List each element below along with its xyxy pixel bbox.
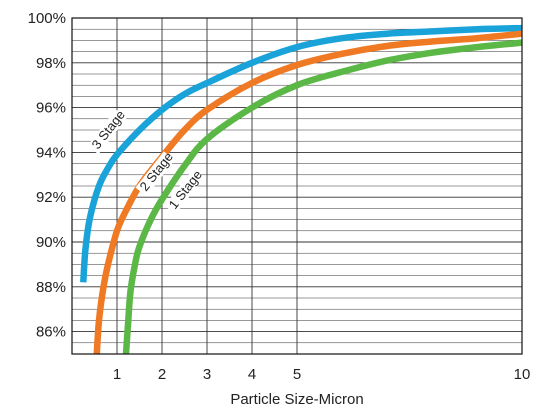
x-tick-label: 1	[113, 366, 121, 383]
series-line-3-stage	[80, 24, 523, 283]
y-tick-label: 86%	[36, 324, 66, 341]
x-tick-label: 4	[248, 366, 256, 383]
y-tick-label: 100%	[28, 10, 66, 27]
curve-label-bg-3-stage	[87, 109, 127, 155]
grid	[72, 18, 523, 354]
y-tick-label: 90%	[36, 234, 66, 251]
plot-frame	[71, 17, 523, 355]
series-line-1-stage	[122, 39, 523, 355]
curve-label-bg-1-stage	[164, 169, 204, 215]
x-axis-title: Particle Size-Micron	[230, 391, 363, 408]
x-tick-label: 10	[514, 366, 531, 383]
x-tick-label: 2	[158, 366, 166, 383]
x-tick-label: 3	[203, 366, 211, 383]
curve-label-bg-2-stage	[135, 151, 175, 197]
series-line-2-stage	[93, 30, 523, 355]
y-tick-label: 94%	[36, 144, 66, 161]
y-tick-labels: 86% 88% 90% 92% 94% 96% 98% 100%	[28, 10, 66, 341]
y-tick-label: 96%	[36, 100, 66, 117]
x-tick-label: 5	[293, 366, 301, 383]
y-tick-label: 92%	[36, 189, 66, 206]
y-tick-label: 88%	[36, 279, 66, 296]
y-tick-label: 98%	[36, 55, 66, 72]
series-group	[80, 24, 523, 355]
x-tick-labels: 1 2 3 4 5 10	[113, 366, 531, 383]
